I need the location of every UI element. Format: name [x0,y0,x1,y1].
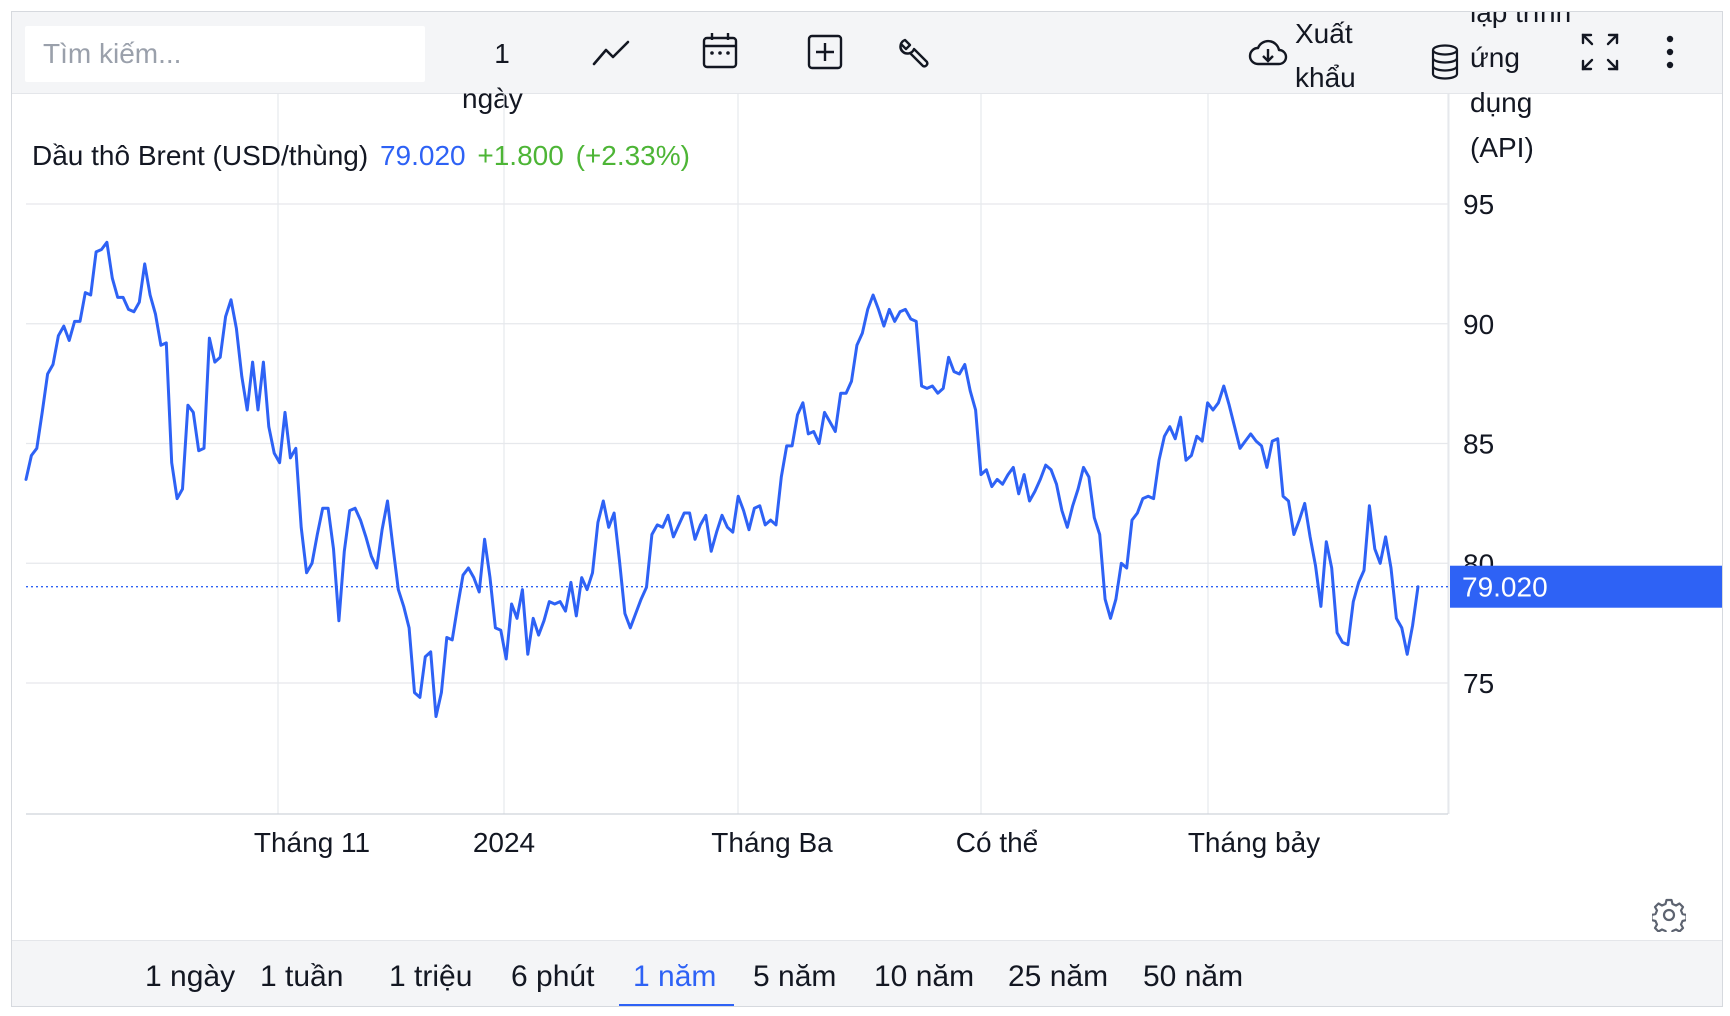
add-indicator-button[interactable] [807,34,843,70]
chart-type-button[interactable] [592,38,630,68]
plus-square-icon [807,34,843,70]
chart-settings-button[interactable] [1650,898,1688,937]
period-1d[interactable]: 1 ngày [145,960,236,993]
price-change: +1.800 [477,140,564,171]
more-menu-button[interactable] [1664,34,1676,70]
last-price-badge [1450,565,1722,608]
export-label: Xuất khẩu [1295,18,1356,93]
wrench-icon [899,38,929,68]
period-6m[interactable]: 6 phút [511,960,595,993]
y-tick-label: 95 [1463,189,1494,220]
tools-button[interactable] [897,36,933,72]
x-tick-label: Có thể [956,827,1039,858]
period-5y[interactable]: 5 năm [753,960,837,993]
period-1m[interactable]: 1 triệu [389,960,473,993]
x-tick-label: Tháng 11 [254,827,370,858]
period-25y[interactable]: 25 năm [1008,960,1109,993]
x-tick-label: Tháng Ba [711,827,833,858]
api-label: lập trình ứng dụng (API) [1470,11,1572,163]
date-range-button[interactable] [702,32,738,70]
period-50y[interactable]: 50 năm [1143,960,1244,993]
toolbar: 1 ngày [12,12,1722,163]
y-tick-label: 90 [1463,309,1494,340]
symbol-name: Dầu thô Brent (USD/thùng) [32,140,369,171]
interval-value: 1 [494,38,510,69]
period-selector: 1 ngày 1 tuần 1 triệu 6 phút 1 năm 5 năm… [12,940,1722,1006]
interval-unit: ngày [462,83,523,114]
more-vertical-icon [1666,35,1674,69]
chart-widget: 1 ngày [11,11,1723,1007]
cloud-download-icon [1248,39,1288,66]
x-tick-label: Tháng bảy [1188,827,1320,858]
y-tick-label: 85 [1463,429,1494,460]
gear-icon [1650,898,1688,937]
last-price-badge-label: 79.020 [1462,572,1548,603]
database-icon [1431,44,1459,80]
chart-legend: Dầu thô Brent (USD/thùng) 79.020 +1.800 … [32,140,690,172]
last-price: 79.020 [379,140,466,171]
y-tick-label: 75 [1463,668,1494,699]
price-line [24,240,1420,718]
calendar-icon [702,33,738,69]
period-1w[interactable]: 1 tuần [260,960,344,993]
period-10y[interactable]: 10 năm [874,960,975,993]
fullscreen-icon [1581,33,1619,71]
interval-selector[interactable]: 1 ngày [462,32,532,114]
search-input[interactable] [25,26,425,82]
price-change-percent: (+2.33%) [575,140,690,171]
period-1y[interactable]: 1 năm [618,955,735,1006]
chart-line-icon [592,40,630,66]
export-button[interactable]: Xuất khẩu [1247,12,1387,94]
x-tick-label: 2024 [473,827,535,858]
fullscreen-button[interactable] [1580,32,1620,72]
